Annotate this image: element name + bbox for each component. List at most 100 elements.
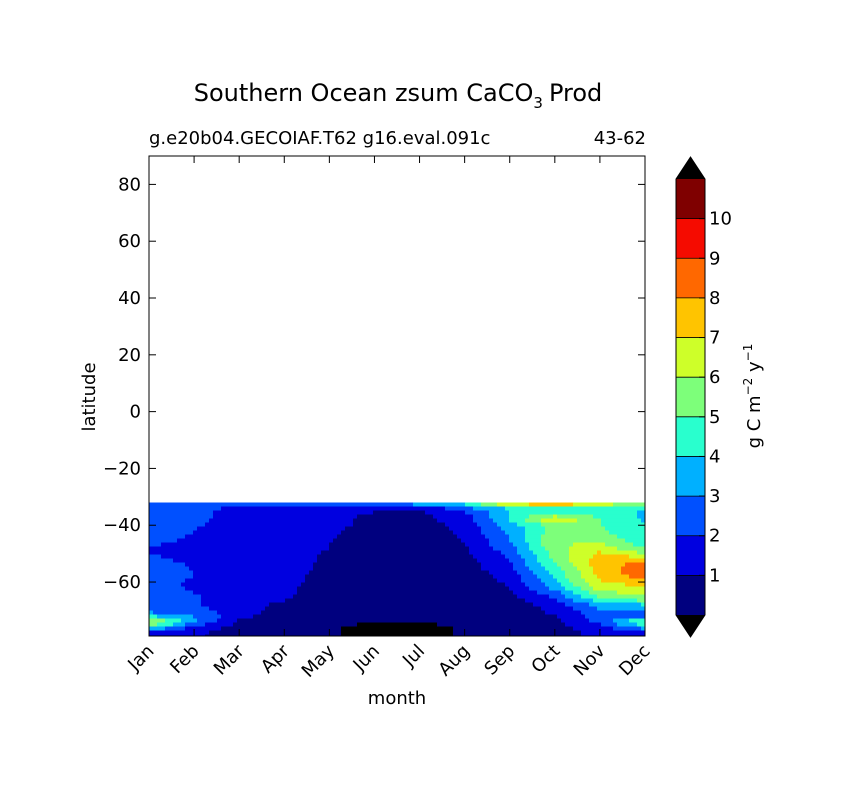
field-cell	[181, 502, 186, 508]
field-cell	[297, 514, 302, 520]
field-cell	[297, 558, 302, 564]
field-cell	[177, 598, 182, 604]
field-cell	[529, 626, 534, 632]
field-cell	[393, 554, 398, 560]
field-cell	[545, 534, 550, 540]
field-cell	[181, 614, 186, 620]
field-cell	[193, 506, 198, 512]
field-cell	[533, 538, 538, 544]
field-cell	[517, 634, 522, 636]
field-cell	[169, 554, 174, 560]
field-cell	[249, 586, 254, 592]
field-cell	[457, 534, 462, 540]
field-cell	[433, 506, 438, 512]
field-cell	[369, 558, 374, 564]
field-cell	[249, 602, 254, 608]
field-cell	[393, 618, 398, 624]
field-cell	[573, 614, 578, 620]
field-cell	[553, 566, 558, 572]
field-cell	[193, 602, 198, 608]
field-cell	[229, 614, 234, 620]
field-cell	[449, 554, 454, 560]
field-cell	[397, 566, 402, 572]
field-cell	[217, 602, 222, 608]
field-cell	[229, 570, 234, 576]
field-cell	[397, 630, 402, 636]
field-cell	[597, 614, 602, 620]
field-cell	[153, 618, 158, 624]
field-cell	[637, 534, 642, 540]
field-cell	[557, 578, 562, 584]
field-cell	[521, 614, 526, 620]
field-cell	[629, 610, 634, 616]
field-cell	[377, 582, 382, 588]
field-cell	[469, 566, 474, 572]
field-cell	[169, 502, 174, 508]
field-cell	[377, 614, 382, 620]
field-cell	[333, 530, 338, 536]
field-cell	[201, 574, 206, 580]
field-cell	[281, 594, 286, 600]
field-cell	[321, 550, 326, 556]
field-cell	[521, 626, 526, 632]
field-cell	[433, 610, 438, 616]
field-cell	[265, 594, 270, 600]
field-cell	[281, 586, 286, 592]
field-cell	[205, 550, 210, 556]
field-cell	[241, 566, 246, 572]
field-cell	[413, 558, 418, 564]
field-cell	[157, 542, 162, 548]
field-cell	[321, 614, 326, 620]
field-cell	[373, 550, 378, 556]
field-cell	[229, 582, 234, 588]
field-cell	[265, 502, 270, 508]
field-cell	[553, 514, 558, 520]
field-cell	[545, 618, 550, 624]
field-cell	[505, 534, 510, 540]
field-cell	[381, 598, 386, 604]
field-cell	[585, 502, 590, 508]
field-cell	[441, 610, 446, 616]
field-cell	[197, 514, 202, 520]
field-cell	[361, 622, 366, 628]
field-cell	[553, 622, 558, 628]
field-cell	[325, 554, 330, 560]
field-cell	[309, 602, 314, 608]
field-cell	[361, 606, 366, 612]
field-cell	[309, 534, 314, 540]
field-cell	[557, 562, 562, 568]
field-cell	[453, 502, 458, 508]
field-cell	[633, 634, 638, 636]
field-cell	[461, 570, 466, 576]
field-cell	[641, 610, 645, 616]
field-cell	[613, 606, 618, 612]
field-cell	[421, 550, 426, 556]
field-cell	[245, 518, 250, 524]
field-cell	[277, 562, 282, 568]
field-cell	[181, 542, 186, 548]
field-cell	[269, 522, 274, 528]
field-cell	[409, 502, 414, 508]
field-cell	[533, 506, 538, 512]
field-cell	[605, 574, 610, 580]
field-cell	[209, 530, 214, 536]
field-cell	[225, 538, 230, 544]
field-cell	[617, 534, 622, 540]
field-cell	[237, 522, 242, 528]
field-cell	[285, 550, 290, 556]
field-cell	[541, 574, 546, 580]
field-cell	[309, 566, 314, 572]
field-cell	[609, 618, 614, 624]
field-cell	[253, 562, 258, 568]
field-cell	[193, 558, 198, 564]
field-cell	[449, 510, 454, 516]
field-cell	[473, 502, 478, 508]
field-cell	[573, 530, 578, 536]
field-cell	[517, 506, 522, 512]
field-cell	[381, 606, 386, 612]
y-tick-label: −60	[103, 572, 141, 593]
field-cell	[365, 566, 370, 572]
field-cell	[565, 574, 570, 580]
field-cell	[281, 538, 286, 544]
field-cell	[261, 590, 266, 596]
